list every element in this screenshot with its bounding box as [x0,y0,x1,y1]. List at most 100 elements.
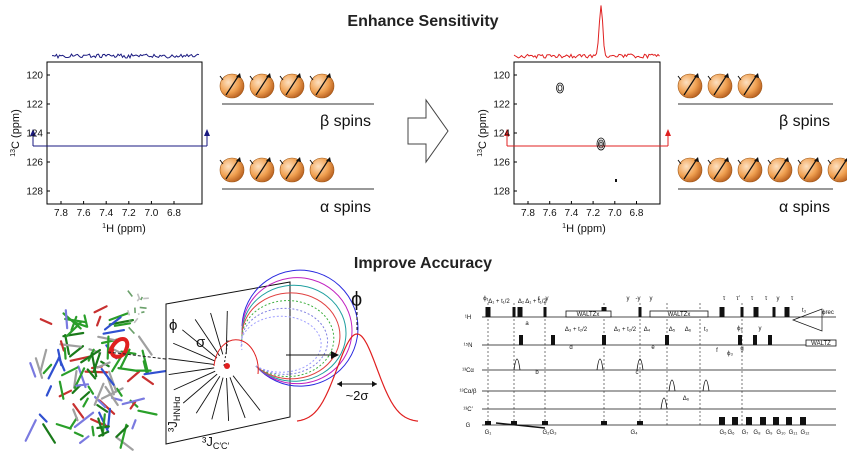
left-alpha-spin-sphere [220,157,244,182]
h-pulse [513,307,516,317]
marker-label: c [636,370,639,376]
protein-bond [61,341,64,350]
h-pulse [785,307,790,317]
protein-bond [65,348,66,358]
delay-label: t₃ [704,327,709,333]
gradient-label: G₆ [727,430,735,436]
carbon-shaped-pulse [661,398,667,409]
delay-label: Δ₅ [669,327,676,333]
spins-left-alpha [220,157,334,182]
transition-arrow [408,100,448,162]
h-pulse [639,307,642,317]
channel-label: ¹³C′ [463,407,473,413]
protein-bond [128,372,139,382]
protein-sidechain [138,313,139,314]
protein-bond [116,437,133,450]
width-arrow-right [372,381,377,387]
gradient-pulse [542,421,548,425]
protein-bond [80,436,88,442]
right-beta-spin-sphere [678,73,702,98]
right-x-axis-label: 1H (ppm) [562,223,606,235]
karplus-plane [166,282,290,444]
h-pulse [486,307,491,317]
protein-sidechain [141,297,143,300]
gradient-pulse [800,417,806,425]
protein-sidechain [141,312,144,313]
protein-bond [108,409,110,428]
gaussian-arrow-head [331,351,339,359]
gradient-label: G₉ [765,430,773,436]
protein-sidechain [140,307,147,308]
protein-bond [118,368,138,371]
protein-sidechain [134,318,138,323]
gradient-pulse [485,421,491,425]
left-ytick-label: 126 [26,158,43,169]
h-pulse [741,307,744,317]
protein-bond [97,317,100,326]
gradient-ramp [496,423,545,428]
right-peak-3 [615,179,617,182]
channel-label: ¹H [465,315,471,321]
marker-label: a [525,321,529,327]
left-ytick-label: 124 [26,129,43,140]
right-ytick-label: 126 [493,158,510,169]
protein-bond [83,399,87,407]
left-xtick-label: 7.0 [144,208,158,219]
protein-bond [95,306,107,312]
protein-bond [92,427,93,435]
acquisition-fid [793,309,822,331]
phase-label: y [627,296,630,302]
protein-bond [76,384,88,385]
delay-label: Δ₆ [683,396,690,402]
gradient-label: G₈ [753,430,761,436]
protein-bond [66,310,67,328]
phase-label: ϕrec [822,310,834,316]
sigma-label: σ [196,334,206,351]
gradient-pulse [746,417,752,425]
n-pulse [665,335,669,345]
protein-bond [59,358,64,371]
heading-enhance-sensitivity: Enhance Sensitivity [347,13,498,30]
gradient-label: G₁ [485,430,492,436]
left-beta-spin-sphere [310,73,334,98]
left-y-axis-label: 13C (ppm) [10,109,22,157]
phase-label: t₃ [802,308,807,314]
left-2d-spectrum-frame [47,62,202,204]
protein-bond [44,365,51,373]
left-beta-spin-sphere [220,73,244,98]
delay-label: Δ₁ + t₁/2 [525,299,547,305]
protein-bond [30,363,35,376]
protein-sidechain [129,327,135,333]
left-arrow-head-right [204,129,210,136]
protein-bond [40,350,46,372]
marker-label: f [716,348,718,354]
left-xtick-label: 6.8 [167,208,181,219]
phi-label-plane: ϕ [169,317,177,334]
left-xtick-label: 7.2 [122,208,136,219]
gradient-label: G₁₀ [776,430,786,436]
carbon-shaped-pulse [597,359,603,370]
marker-label: g [740,346,743,352]
marker-label: b [535,370,539,376]
delay-label: Δ₂ [518,299,525,305]
protein-bond [47,386,51,395]
protein-sidechain [137,299,139,301]
protein-sidechain [128,310,130,315]
right-xtick-label: 7.0 [608,208,622,219]
width-arrow-left [337,381,342,387]
delay-label: Δ₄ [644,327,651,333]
channel-label: ¹³Cα/β [460,389,477,395]
right-xtick-label: 6.8 [630,208,644,219]
n-pulse [753,335,757,345]
delay-label: Δ₁ + t₁/2 [488,299,510,305]
right-y-axis-label: 13C (ppm) [477,109,489,157]
protein-bond [139,337,152,355]
left-ytick-label: 120 [26,71,43,82]
protein-bond [143,377,153,384]
channel-label: ¹³Cα [462,368,474,374]
right-arrow-head-right [665,129,671,136]
